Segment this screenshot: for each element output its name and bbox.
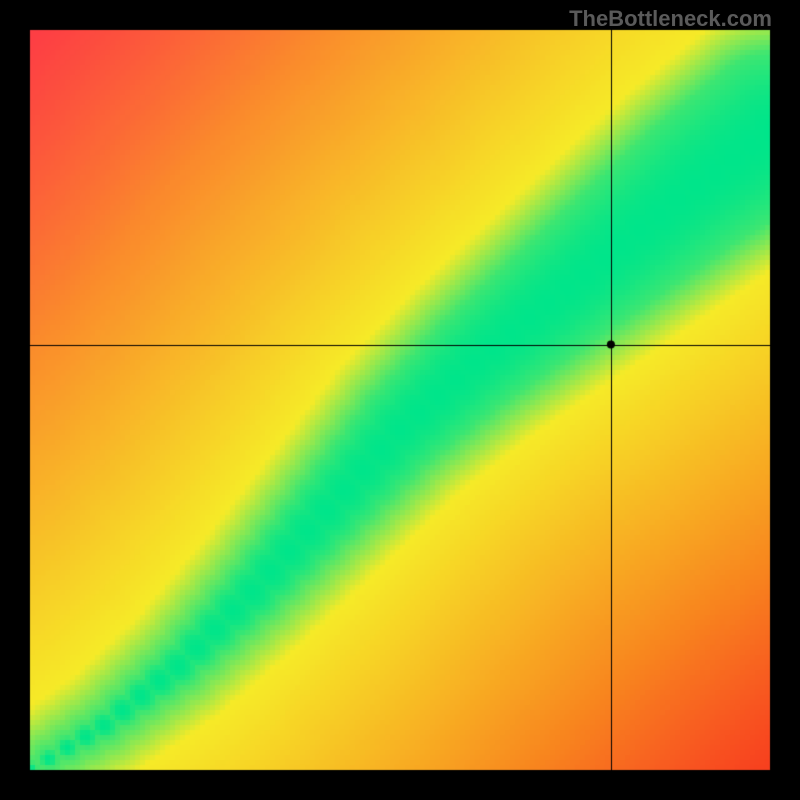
heatmap-canvas	[0, 0, 800, 800]
watermark-text: TheBottleneck.com	[569, 6, 772, 32]
chart-container: TheBottleneck.com	[0, 0, 800, 800]
